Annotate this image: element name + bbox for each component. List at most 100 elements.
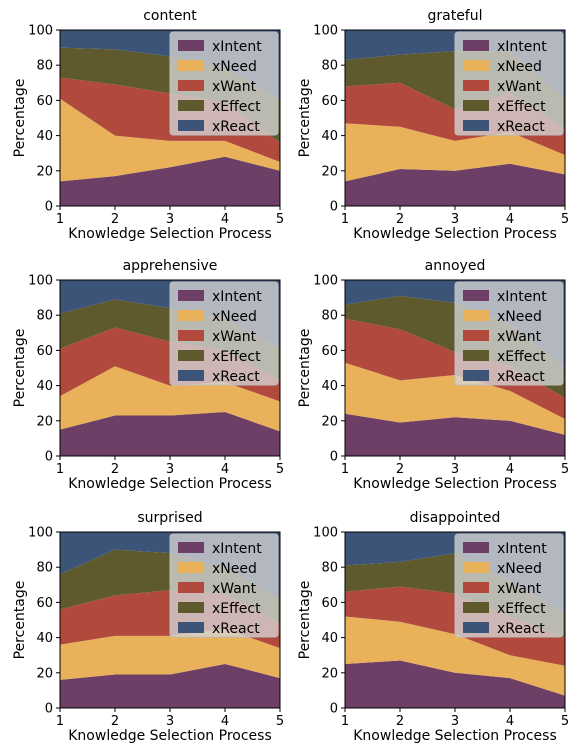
y-tick-label: 20	[36, 666, 53, 681]
legend-swatch	[463, 562, 489, 573]
y-tick-label: 40	[321, 631, 338, 646]
legend-swatch	[463, 350, 489, 361]
x-tick-label: 4	[506, 462, 514, 477]
legend-item: xNeed	[178, 561, 257, 577]
y-tick-label: 80	[36, 309, 53, 324]
area-xIntent	[60, 156, 280, 206]
x-tick-label: 5	[561, 212, 569, 227]
legend-swatch	[463, 80, 489, 91]
legend-item: xEffect	[463, 99, 546, 115]
x-tick-label: 2	[396, 212, 404, 227]
legend-swatch	[463, 120, 489, 131]
chart-panel-1: 0 20 40 60 80 100 1 2 3 4 5 content Knowledge Select…	[12, 8, 284, 242]
x-axis-label: Knowledge Selection Process	[68, 476, 272, 492]
legend-swatch	[178, 622, 204, 633]
legend-swatch	[463, 290, 489, 301]
x-tick-label: 5	[276, 714, 284, 729]
y-tick-label: 80	[36, 59, 53, 74]
x-tick-label: 5	[561, 714, 569, 729]
legend-label: xReact	[212, 119, 260, 135]
legend-item: xWant	[178, 79, 257, 95]
legend-item: xWant	[463, 329, 542, 345]
legend-swatch	[178, 350, 204, 361]
area-xIntent	[345, 163, 565, 206]
chart-title: disappointed	[410, 510, 501, 526]
y-tick-label: 0	[330, 200, 338, 215]
y-tick-label: 0	[45, 450, 53, 465]
legend-item: xWant	[178, 329, 257, 345]
x-tick-label: 3	[451, 212, 459, 227]
legend-swatch	[463, 370, 489, 381]
y-tick-label: 40	[36, 379, 53, 394]
legend-swatch	[463, 60, 489, 71]
legend-swatch	[178, 290, 204, 301]
legend: xIntent xNeed xWant xEffect xReact	[454, 31, 564, 136]
y-tick-label: 100	[28, 24, 53, 39]
legend-label: xNeed	[497, 561, 542, 577]
y-axis-label: Percentage	[297, 581, 313, 660]
y-tick-label: 100	[313, 24, 338, 39]
legend-label: xWant	[212, 79, 257, 95]
x-axis-label: Knowledge Selection Process	[353, 476, 557, 492]
legend-item: xEffect	[463, 601, 546, 617]
x-tick-label: 4	[221, 212, 229, 227]
legend-item: xReact	[463, 369, 545, 385]
x-tick-label: 1	[56, 212, 64, 227]
area-xIntent	[345, 413, 565, 456]
x-tick-label: 3	[166, 462, 174, 477]
legend-label: xNeed	[212, 59, 257, 75]
y-tick-label: 20	[36, 414, 53, 429]
y-axis-label: Percentage	[12, 581, 28, 660]
x-tick-label: 3	[451, 714, 459, 729]
legend-label: xWant	[212, 581, 257, 597]
x-tick-label: 3	[451, 462, 459, 477]
legend: xIntent xNeed xWant xEffect xReact	[169, 281, 279, 386]
chart-panel-6: 0 20 40 60 80 100 1 2 3 4 5 disappointed Knowledge S…	[297, 510, 569, 744]
y-tick-label: 100	[28, 526, 53, 541]
y-tick-label: 20	[36, 164, 53, 179]
legend-label: xIntent	[212, 541, 262, 557]
area-xNeed	[345, 123, 565, 182]
legend-item: xNeed	[178, 59, 257, 75]
legend-item: xIntent	[178, 541, 262, 557]
x-tick-label: 2	[111, 212, 119, 227]
x-tick-label: 1	[56, 462, 64, 477]
legend-swatch	[463, 100, 489, 111]
y-tick-label: 60	[321, 596, 338, 611]
legend-label: xWant	[497, 581, 542, 597]
legend-swatch	[178, 310, 204, 321]
legend-label: xWant	[212, 329, 257, 345]
x-tick-label: 3	[166, 212, 174, 227]
legend-item: xNeed	[463, 309, 542, 325]
y-tick-label: 20	[321, 164, 338, 179]
y-tick-label: 100	[28, 274, 53, 289]
y-axis-label: Percentage	[12, 79, 28, 158]
y-tick-label: 60	[321, 94, 338, 109]
x-tick-label: 2	[396, 714, 404, 729]
area-xIntent	[60, 412, 280, 456]
legend-item: xEffect	[178, 349, 261, 365]
legend: xIntent xNeed xWant xEffect xReact	[454, 533, 564, 638]
area-xNeed	[345, 616, 565, 696]
x-tick-label: 4	[221, 462, 229, 477]
y-tick-label: 80	[321, 561, 338, 576]
legend-item: xEffect	[463, 349, 546, 365]
legend-label: xIntent	[497, 289, 547, 305]
legend-item: xNeed	[178, 309, 257, 325]
legend-label: xReact	[497, 621, 545, 637]
y-tick-label: 0	[45, 200, 53, 215]
legend-swatch	[178, 40, 204, 51]
area-xNeed	[60, 628, 280, 680]
legend-item: xIntent	[463, 39, 547, 55]
y-axis-label: Percentage	[297, 329, 313, 408]
legend-item: xWant	[463, 581, 542, 597]
y-tick-label: 100	[313, 526, 338, 541]
legend-swatch	[178, 562, 204, 573]
chart-title: annoyed	[425, 258, 486, 274]
legend-label: xNeed	[212, 309, 257, 325]
x-tick-label: 5	[561, 462, 569, 477]
x-tick-label: 4	[506, 714, 514, 729]
legend: xIntent xNeed xWant xEffect xReact	[169, 533, 279, 638]
chart-title: apprehensive	[123, 258, 218, 274]
